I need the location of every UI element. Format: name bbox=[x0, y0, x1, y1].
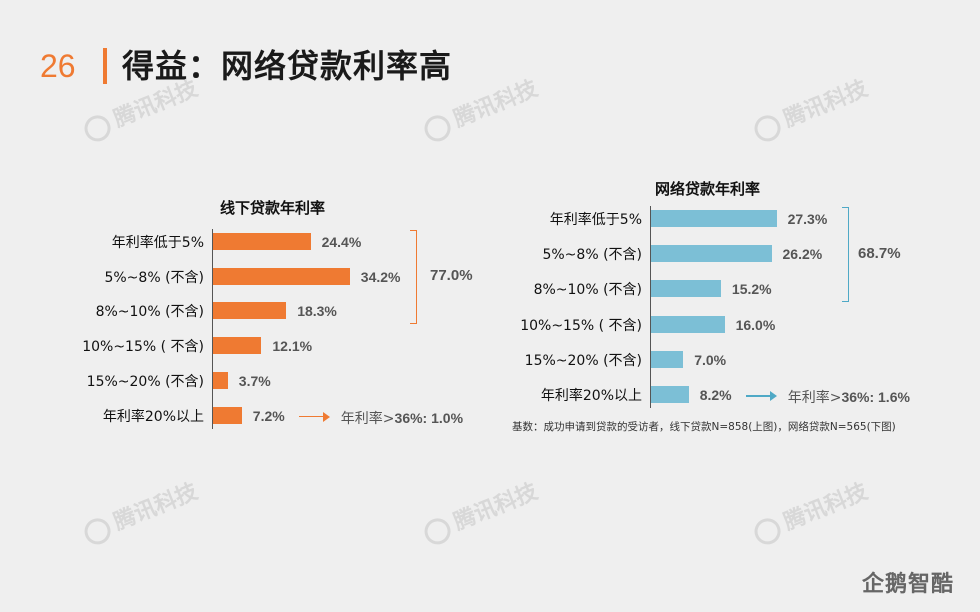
bar bbox=[651, 386, 689, 403]
category-label: 15%~20% (不含) bbox=[86, 373, 204, 390]
note-value: 36%: 1.0% bbox=[394, 409, 464, 426]
category-label: 年利率20%以上 bbox=[102, 408, 204, 425]
arrow-line bbox=[298, 415, 325, 417]
chart-axis bbox=[650, 206, 651, 408]
data-label: 16.0% bbox=[735, 316, 776, 333]
bar bbox=[213, 267, 350, 285]
note-label: 年利率> bbox=[787, 390, 842, 406]
note-text: 年利率>36%: 1.0% bbox=[341, 408, 463, 428]
bar bbox=[651, 280, 721, 298]
title-divider bbox=[103, 48, 107, 84]
data-label: 27.3% bbox=[787, 211, 828, 227]
category-label: 5%~8% (不含) bbox=[542, 247, 642, 264]
data-label: 8.2% bbox=[699, 387, 732, 403]
watermark-logo-icon bbox=[420, 111, 455, 146]
bar bbox=[213, 406, 242, 424]
data-label: 3.7% bbox=[238, 372, 271, 389]
arrow-line bbox=[745, 395, 772, 397]
page-title: 得益：网络贷款利率高 bbox=[122, 47, 453, 85]
category-label: 年利率低于5% bbox=[549, 212, 642, 228]
category-label: 10%~15% ( 不含) bbox=[520, 317, 642, 334]
watermark: 腾讯科技 bbox=[418, 474, 541, 549]
watermark-logo-icon bbox=[750, 111, 785, 146]
bar bbox=[213, 302, 287, 320]
watermark-logo-icon bbox=[80, 111, 115, 146]
watermark-logo-icon bbox=[80, 514, 115, 549]
bar bbox=[213, 233, 311, 250]
bar bbox=[213, 337, 262, 355]
data-label: 12.1% bbox=[272, 338, 313, 355]
watermark: 腾讯科技 bbox=[748, 71, 871, 146]
bracket-total: 77.0% bbox=[430, 267, 473, 285]
footnote: 基数：成功申请到贷款的受访者，线下贷款N=858(上图)，网络贷款N=565(下… bbox=[512, 421, 896, 433]
category-label: 年利率低于5% bbox=[111, 235, 204, 251]
page-number: 26 bbox=[40, 48, 76, 84]
watermark-logo-icon bbox=[750, 514, 785, 549]
category-label: 年利率20%以上 bbox=[540, 388, 642, 404]
note-text: 年利率>36%: 1.6% bbox=[788, 387, 910, 407]
chart-title: 网络贷款年利率 bbox=[655, 180, 761, 198]
watermark-logo-icon bbox=[420, 514, 455, 549]
arrow-head-icon bbox=[322, 411, 330, 422]
watermark: 腾讯科技 bbox=[748, 474, 871, 549]
brand-logo: 企鹅智酷 bbox=[862, 572, 955, 597]
bar bbox=[651, 210, 777, 227]
bracket bbox=[410, 230, 417, 325]
data-label: 24.4% bbox=[321, 234, 362, 250]
chart-title: 线下贷款年利率 bbox=[220, 199, 326, 217]
category-label: 8%~10% (不含) bbox=[95, 304, 204, 321]
category-label: 15%~20% (不含) bbox=[524, 352, 642, 369]
bracket bbox=[842, 207, 849, 303]
arrow-head-icon bbox=[769, 391, 777, 401]
category-label: 8%~10% (不含) bbox=[533, 282, 642, 299]
data-label: 15.2% bbox=[731, 281, 772, 298]
category-label: 5%~8% (不含) bbox=[104, 269, 204, 286]
bar bbox=[213, 371, 228, 389]
bracket-total: 68.7% bbox=[858, 244, 901, 262]
bar bbox=[651, 315, 725, 333]
watermark: 腾讯科技 bbox=[78, 474, 201, 549]
note-value: 36%: 1.6% bbox=[841, 389, 910, 405]
category-label: 10%~15% ( 不含) bbox=[82, 339, 204, 356]
data-label: 7.0% bbox=[694, 351, 727, 368]
note-label: 年利率> bbox=[340, 410, 395, 427]
chart-axis bbox=[212, 229, 213, 429]
bar bbox=[651, 350, 684, 368]
data-label: 26.2% bbox=[782, 246, 823, 263]
data-label: 7.2% bbox=[252, 407, 285, 424]
bar bbox=[651, 245, 772, 263]
data-label: 34.2% bbox=[360, 268, 401, 285]
data-label: 18.3% bbox=[297, 303, 337, 320]
